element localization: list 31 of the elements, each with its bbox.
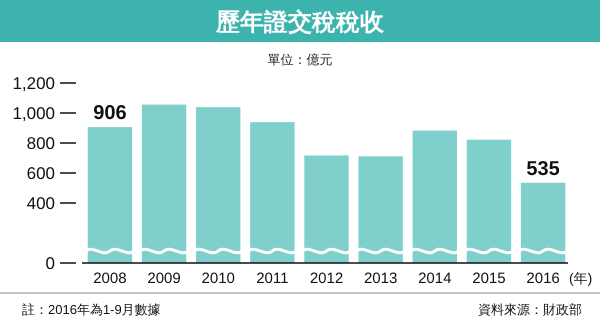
x-tick-label: 2015 [472, 270, 506, 287]
y-tick-label: 1,000 [12, 104, 55, 123]
text: 註：2016年為1-9月數據 [22, 302, 161, 317]
bar [466, 140, 512, 263]
x-tick-label: 2010 [202, 270, 235, 287]
chart-subtitle: 單位：億元 [268, 52, 332, 67]
x-axis-title: (年) [569, 270, 592, 286]
bar [250, 122, 295, 263]
bar [304, 155, 349, 263]
chart-title: 歷年證交稅稅收 [215, 9, 385, 36]
bar [196, 107, 240, 263]
x-tick-label: 2014 [418, 270, 452, 287]
bar [88, 127, 132, 263]
bar [412, 130, 457, 263]
y-tick-label: 800 [26, 134, 55, 153]
x-tick-label: 2009 [147, 270, 181, 287]
x-tick-label: 2013 [364, 270, 398, 287]
x-tick-label: 2008 [93, 270, 127, 287]
y-tick-label: 1,200 [12, 74, 55, 93]
x-tick-label: 2011 [256, 270, 288, 287]
y-tick-label: 600 [26, 164, 55, 183]
x-tick-label: 2016 [526, 270, 560, 287]
data-label: 906 [93, 102, 127, 124]
y-tick-label: 0 [46, 254, 55, 273]
y-tick-label: 400 [26, 194, 55, 213]
data-label: 535 [526, 158, 560, 180]
bar [142, 104, 186, 263]
bar [358, 156, 403, 263]
x-tick-label: 2012 [310, 270, 344, 287]
bar [520, 182, 566, 263]
source-note: 資料來源：財政部 [478, 302, 582, 317]
